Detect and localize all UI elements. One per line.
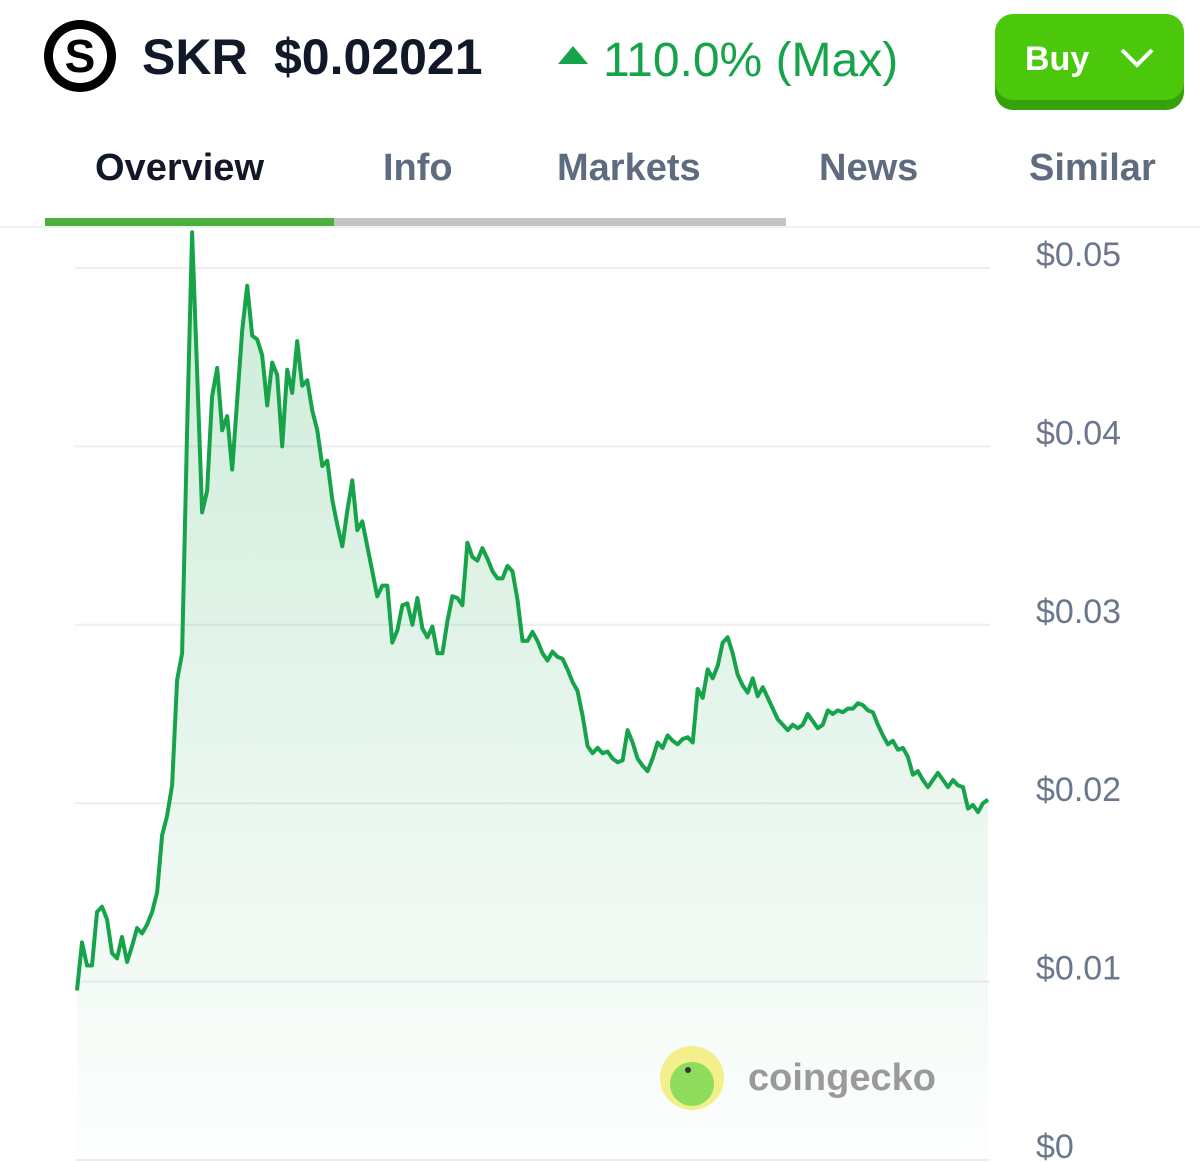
area <box>77 232 988 1161</box>
watermark-text: coingecko <box>748 1057 936 1099</box>
y-tick-label: $0.04 <box>1036 414 1121 452</box>
up-arrow <box>558 46 588 64</box>
watermark: coingecko <box>660 1046 936 1110</box>
tab-track <box>45 218 786 226</box>
tab[interactable]: News <box>819 147 918 189</box>
y-tick-label: $0.01 <box>1036 950 1121 988</box>
logo: S <box>44 20 116 92</box>
price-line <box>75 230 990 991</box>
tab[interactable]: Info <box>383 147 453 189</box>
buy-button[interactable]: Buy <box>995 14 1184 110</box>
tab[interactable]: Markets <box>557 147 701 189</box>
svg-text:S: S <box>65 30 96 82</box>
tab[interactable]: Overview <box>95 147 264 189</box>
symbol: SKR <box>142 29 248 85</box>
price: $0.02021 <box>274 29 483 85</box>
tab[interactable]: Similar <box>1029 147 1156 189</box>
buy-label: Buy <box>1025 40 1089 78</box>
y-tick-label: $0 <box>1036 1128 1074 1163</box>
change: 110.0% (Max) <box>603 34 898 87</box>
y-tick-label: $0.03 <box>1036 593 1121 631</box>
tab-indicator <box>45 218 334 226</box>
y-tick-label: $0.05 <box>1036 236 1121 274</box>
y-tick-label: $0.02 <box>1036 771 1121 809</box>
